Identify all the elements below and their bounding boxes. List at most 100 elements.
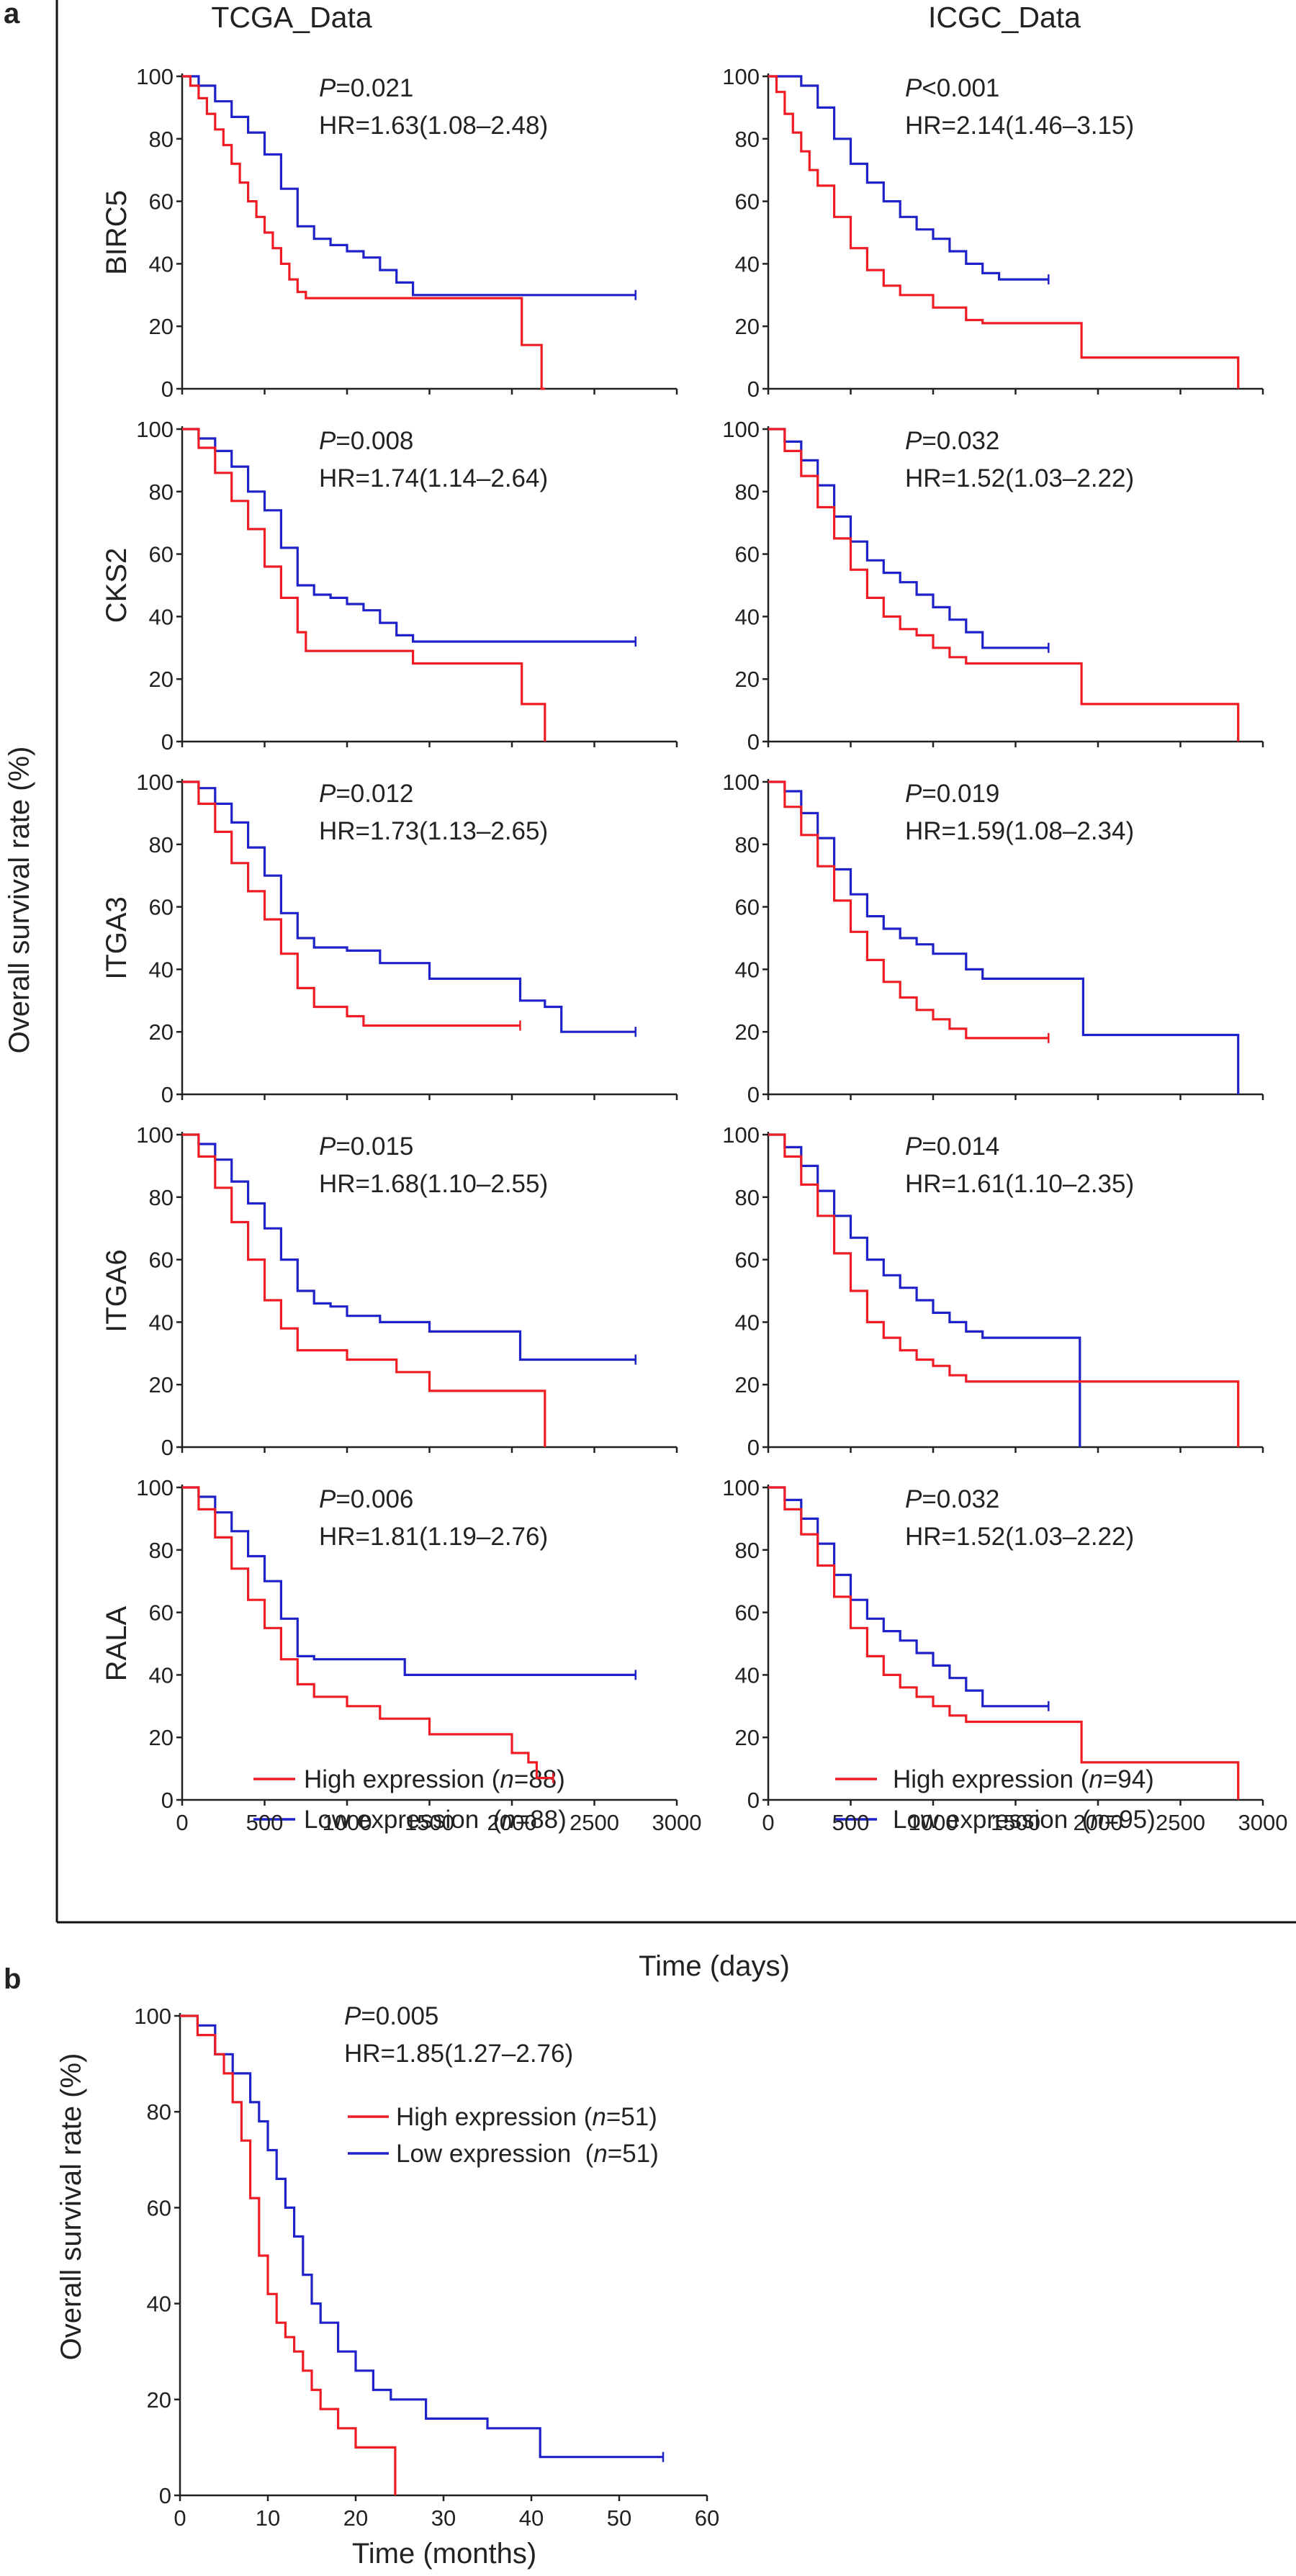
gene-label: ITGA3	[101, 896, 132, 980]
high-expression-curve	[180, 2016, 395, 2495]
y-tick-label: 0	[161, 1082, 174, 1107]
y-tick-label: 80	[735, 1538, 760, 1563]
y-tick-label: 100	[136, 64, 174, 89]
legend-panel-b: High expression (n=51) Low expression (n…	[348, 2103, 659, 2168]
chart-panel-b-cohort: 0 20 40 60 80 100 0 10 20 30 40 50 60 P=0.005 HR=1.85(…	[134, 2002, 719, 2531]
y-tick-label: 0	[747, 1082, 760, 1107]
x-tick-label: 20	[343, 2505, 368, 2531]
y-tick-label: 20	[735, 1372, 760, 1397]
p-value-label: P=0.019	[905, 780, 999, 808]
x-tick-label: 1000	[909, 1810, 958, 1835]
y-tick-label: 40	[735, 1310, 760, 1335]
legend-b-low-label: Low expression (n=51)	[396, 2140, 659, 2168]
y-tick-label: 20	[149, 667, 174, 692]
chart-itga6-tcga: 0 20 40 60 80 100 ITGA6 P=0.015 HR=1.68(1.10–2.5…	[101, 1122, 677, 1460]
column-title-tcga: TCGA_Data	[211, 1, 372, 34]
y-tick-label: 20	[149, 1019, 174, 1045]
panel-b-label: b	[4, 1963, 21, 1995]
y-tick-label: 100	[722, 417, 760, 442]
p-value-label: P=0.032	[905, 1485, 999, 1513]
y-tick-label: 60	[735, 1248, 760, 1273]
x-tick-label: 500	[832, 1810, 870, 1835]
y-tick-label: 80	[735, 1185, 760, 1210]
x-tick-label: 10	[256, 2505, 280, 2531]
legend-icgc-high-label: High expression (n=94)	[893, 1765, 1154, 1793]
y-tick-label: 80	[149, 1538, 174, 1563]
y-tick-label: 60	[149, 1600, 174, 1626]
y-tick-label: 20	[735, 314, 760, 339]
y-tick-label: 40	[149, 251, 174, 276]
y-tick-label: 0	[747, 729, 760, 755]
y-tick-label: 20	[149, 314, 174, 339]
y-tick-label: 100	[136, 1122, 174, 1148]
gene-label: CKS2	[101, 548, 132, 623]
y-tick-label: 100	[136, 417, 174, 442]
y-tick-label: 100	[722, 1475, 760, 1500]
panel-b-y-axis-label: Overall survival rate (%)	[55, 2053, 87, 2361]
x-tick-label: 2500	[570, 1810, 619, 1835]
y-tick-label: 40	[149, 957, 174, 982]
y-tick-label: 40	[149, 1310, 174, 1335]
y-tick-label: 60	[735, 189, 760, 215]
chart-itga6-icgc: 020406080100 P=0.014HR=1.61(1.10–2.35)	[722, 1122, 1263, 1460]
chart-birc5-tcga: 020406080100BIRC5P=0.021HR=1.63(1.08–2.4…	[101, 64, 677, 402]
p-value-label: P=0.032	[905, 427, 999, 455]
y-tick-label: 60	[735, 1600, 760, 1626]
x-tick-label: 2500	[1156, 1810, 1205, 1835]
y-tick-label: 100	[136, 770, 174, 795]
low-expression-curve	[768, 76, 1048, 279]
y-tick-label: 0	[747, 1435, 760, 1460]
y-tick-label: 40	[149, 604, 174, 629]
y-tick-label: 60	[149, 542, 174, 567]
panel-a-label: a	[4, 0, 20, 30]
x-tick-label: 2000	[1074, 1810, 1123, 1835]
y-tick-label: 20	[735, 667, 760, 692]
y-tick-label: 20	[147, 2387, 171, 2413]
panel-a-y-axis-label: Overall survival rate (%)	[4, 747, 35, 1054]
y-tick-label: 20	[735, 1019, 760, 1045]
x-tick-label: 30	[431, 2505, 456, 2531]
y-tick-label: 40	[735, 957, 760, 982]
panel-b-x-axis-label: Time (months)	[352, 2538, 536, 2570]
p-value-label: P=0.006	[319, 1485, 413, 1513]
x-tick-label: 0	[762, 1810, 774, 1835]
low-expression-curve	[182, 1135, 636, 1360]
y-tick-label: 0	[161, 1435, 174, 1460]
hazard-ratio-label: HR=1.74(1.14–2.64)	[319, 464, 548, 492]
low-expression-curve	[182, 429, 636, 641]
hazard-ratio-label: HR=1.73(1.13–2.65)	[319, 817, 548, 845]
low-expression-curve	[182, 76, 636, 295]
y-tick-label: 80	[149, 479, 174, 505]
column-title-icgc: ICGC_Data	[928, 1, 1081, 34]
y-tick-label: 0	[747, 1788, 760, 1813]
y-tick-label: 100	[136, 1475, 174, 1500]
p-value-label: P<0.001	[905, 74, 999, 102]
y-tick-label: 0	[161, 1788, 174, 1813]
y-tick-label: 100	[722, 770, 760, 795]
y-tick-label: 40	[149, 1662, 174, 1688]
legend-tcga-high-label: High expression (n=88)	[304, 1765, 565, 1793]
y-tick-label: 60	[149, 895, 174, 920]
y-tick-label: 100	[722, 64, 760, 89]
x-tick-label: 1500	[405, 1810, 454, 1835]
y-tick-label: 80	[149, 1185, 174, 1210]
y-tick-label: 60	[147, 2195, 171, 2220]
y-tick-label: 40	[735, 1662, 760, 1688]
x-tick-label: 1000	[323, 1810, 372, 1835]
chart-birc5-icgc: 020406080100 P<0.001HR=2.14(1.46–3.15)	[722, 64, 1263, 402]
survival-charts: 020406080100BIRC5P=0.021HR=1.63(1.08–2.4…	[101, 64, 1287, 2531]
legend-b-high-label: High expression (n=51)	[396, 2103, 657, 2131]
y-tick-label: 40	[735, 604, 760, 629]
chart-itga3-tcga: 0 20 40 60 80 100 ITGA3 P=0.012 HR=1.73(1.13–2.6…	[101, 770, 677, 1107]
x-tick-label: 1500	[991, 1810, 1040, 1835]
y-tick-label: 60	[735, 542, 760, 567]
y-tick-label: 100	[722, 1122, 760, 1148]
y-tick-label: 0	[161, 729, 174, 755]
p-value-label: P=0.005	[344, 2002, 438, 2030]
y-tick-label: 20	[149, 1725, 174, 1750]
x-tick-label: 0	[176, 1810, 188, 1835]
hazard-ratio-label: HR=1.52(1.03–2.22)	[905, 1523, 1134, 1551]
y-tick-label: 40	[735, 251, 760, 276]
hazard-ratio-label: HR=2.14(1.46–3.15)	[905, 112, 1134, 140]
y-tick-label: 40	[147, 2292, 171, 2317]
